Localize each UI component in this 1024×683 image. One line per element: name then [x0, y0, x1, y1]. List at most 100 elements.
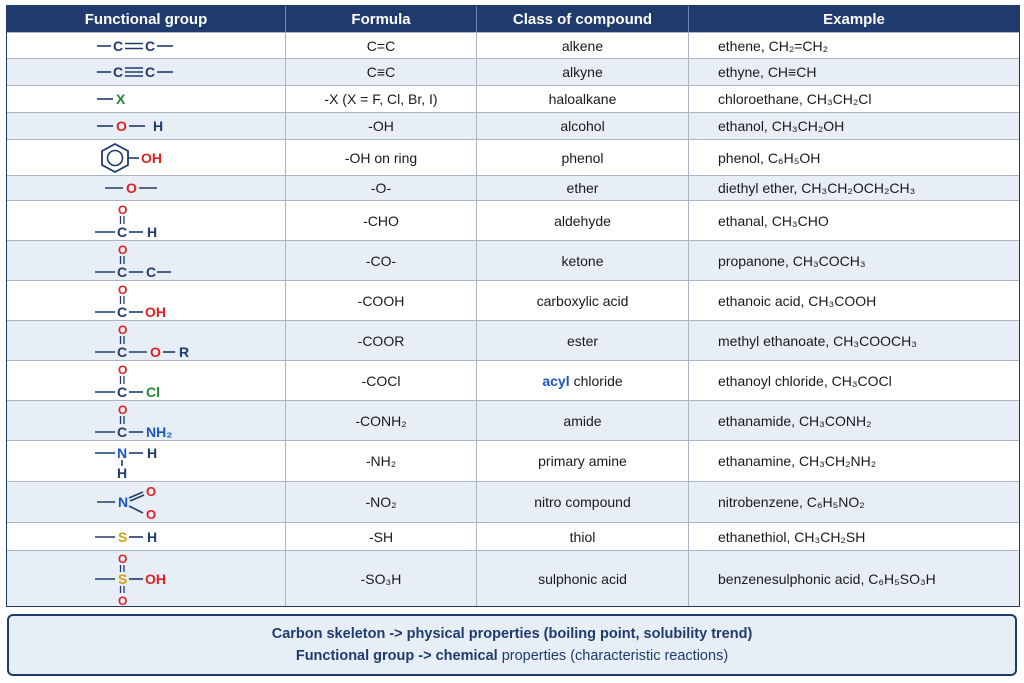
example-cell: ethyne, CH≡CH: [718, 64, 817, 80]
class-cell: nitro compound: [477, 482, 689, 522]
functional-groups-table: Functional group Formula Class of compou…: [6, 5, 1020, 607]
class-cell: acyl chloride: [477, 361, 689, 400]
atom-label: O: [118, 283, 127, 297]
atom-label: Cl: [146, 384, 160, 400]
formula-cell: -SH: [286, 523, 477, 550]
class-cell: thiol: [477, 523, 689, 550]
amide-structure-icon: O C NH₂: [95, 403, 172, 440]
example-cell: ethanamide, CH₃CONH₂: [718, 412, 872, 429]
table-row: C C C=C alkene ethene, CH₂=CH₂: [7, 32, 1019, 58]
atom-label: O: [150, 344, 161, 360]
alkene-structure-icon: C C: [97, 38, 173, 54]
amine-structure-icon: N H H: [95, 445, 157, 480]
atom-label: OH: [145, 571, 166, 587]
thiol-structure-icon: S H: [95, 529, 157, 545]
header-functional-group: Functional group: [7, 6, 286, 32]
summary-line-2-rest: properties (characteristic reactions): [497, 648, 729, 664]
table-row: X -X (X = F, Cl, Br, I) haloalkane chlor…: [7, 85, 1019, 112]
table-row: O C C -CO- ketone propanone, CH₃COCH₃: [7, 240, 1019, 280]
atom-label: O: [146, 507, 156, 521]
formula-cell: -CONH₂: [286, 401, 477, 440]
formula-cell: -NH₂: [286, 441, 477, 481]
atom-label: H: [147, 445, 157, 461]
halide-structure-icon: X: [97, 91, 126, 107]
atom-label: OH: [145, 304, 166, 320]
class-cell: aldehyde: [477, 201, 689, 240]
header-example: Example: [823, 10, 885, 28]
summary-box: Carbon skeleton -> physical properties (…: [7, 614, 1017, 676]
example-cell: nitrobenzene, C₆H₅NO₂: [718, 494, 865, 510]
phenol-ring-structure-icon: OH: [101, 142, 162, 173]
example-cell: ethanethiol, CH₃CH₂SH: [718, 528, 866, 545]
carboxyl-structure-icon: O C OH: [95, 283, 166, 320]
atom-label: N: [118, 494, 128, 510]
formula-cell: C≡C: [286, 59, 477, 85]
example-cell: ethanal, CH₃CHO: [718, 212, 829, 229]
alkyne-structure-icon: C C: [97, 64, 173, 80]
atom-label: H: [147, 224, 157, 240]
atom-label: O: [146, 484, 156, 499]
example-cell: benzenesulphonic acid, C₆H₅SO₃H: [718, 570, 936, 587]
class-cell: alkene: [477, 33, 689, 58]
atom-label: C: [117, 264, 127, 280]
atom-label: O: [118, 363, 127, 377]
nitro-structure-icon: N O O: [97, 484, 156, 521]
formula-cell: -NO₂: [286, 482, 477, 522]
table-header: Functional group Formula Class of compou…: [7, 6, 1019, 32]
ether-structure-icon: O: [105, 180, 157, 196]
example-cell: ethanoic acid, CH₃COOH: [718, 292, 877, 309]
atom-label: S: [118, 571, 127, 587]
class-cell: carboxylic acid: [477, 281, 689, 320]
atom-label: O: [118, 403, 127, 417]
example-cell: ethanamine, CH₃CH₂NH₂: [718, 453, 877, 469]
table-row: N H H -NH₂ primary amine ethanamine, CH₃…: [7, 440, 1019, 481]
atom-label: O: [118, 203, 127, 217]
atom-label: S: [118, 529, 127, 545]
table-row: S H -SH thiol ethanethiol, CH₃CH₂SH: [7, 522, 1019, 550]
formula-cell: -CO-: [286, 241, 477, 280]
atom-label: C: [113, 64, 123, 80]
aldehyde-structure-icon: O C H: [95, 203, 157, 240]
table-row: N O O -NO₂ nitro compound nitrobenzene, …: [7, 481, 1019, 522]
formula-cell: -OH: [286, 113, 477, 139]
atom-label: C: [113, 38, 123, 54]
table-row: C C C≡C alkyne ethyne, CH≡CH: [7, 58, 1019, 85]
summary-line-1: Carbon skeleton -> physical properties (…: [271, 626, 753, 642]
class-cell: phenol: [477, 140, 689, 175]
formula-cell: -X (X = F, Cl, Br, I): [286, 86, 477, 112]
atom-label: NH₂: [146, 424, 172, 440]
ketone-structure-icon: O C C: [95, 243, 171, 280]
table-row: O S OH O -SO₃H sulphonic acid benzenesul…: [7, 550, 1019, 606]
atom-label: C: [117, 384, 127, 400]
class-cell: alcohol: [477, 113, 689, 139]
atom-label: C: [145, 64, 155, 80]
class-cell: primary amine: [477, 441, 689, 481]
formula-cell: -CHO: [286, 201, 477, 240]
atom-label: H: [117, 465, 127, 480]
formula-cell: C=C: [286, 33, 477, 58]
table-row: O C NH₂ -CONH₂ amide ethanamide, CH₃CONH…: [7, 400, 1019, 440]
class-text: chloride: [573, 372, 623, 389]
acyl-chloride-structure-icon: O C Cl: [95, 363, 160, 400]
formula-cell: -OH on ring: [286, 140, 477, 175]
formula-cell: -COCl: [286, 361, 477, 400]
class-cell: amide: [477, 401, 689, 440]
example-cell: diethyl ether, CH₃CH₂OCH₂CH₃: [718, 180, 916, 196]
table-row: OH -OH on ring phenol phenol, C₆H₅OH: [7, 139, 1019, 175]
atom-label: C: [145, 38, 155, 54]
atom-label: O: [118, 594, 127, 606]
atom-label: O: [118, 323, 127, 337]
example-cell: phenol, C₆H₅OH: [718, 149, 821, 166]
atom-label: C: [117, 304, 127, 320]
table-row: O H -OH alcohol ethanol, CH₃CH₂OH: [7, 112, 1019, 139]
summary-line-2-bold: Functional group -> chemical: [295, 648, 498, 664]
sulphonic-acid-structure-icon: O S OH O: [95, 552, 166, 606]
hydroxyl-structure-icon: O H: [97, 118, 163, 134]
atom-label: C: [117, 344, 127, 360]
class-cell: ether: [477, 176, 689, 200]
formula-cell: -O-: [286, 176, 477, 200]
example-cell: ethanol, CH₃CH₂OH: [718, 118, 845, 134]
formula-cell: -COOH: [286, 281, 477, 320]
summary-line-2: Functional group -> chemical properties …: [296, 645, 728, 667]
atom-label: X: [116, 91, 126, 107]
